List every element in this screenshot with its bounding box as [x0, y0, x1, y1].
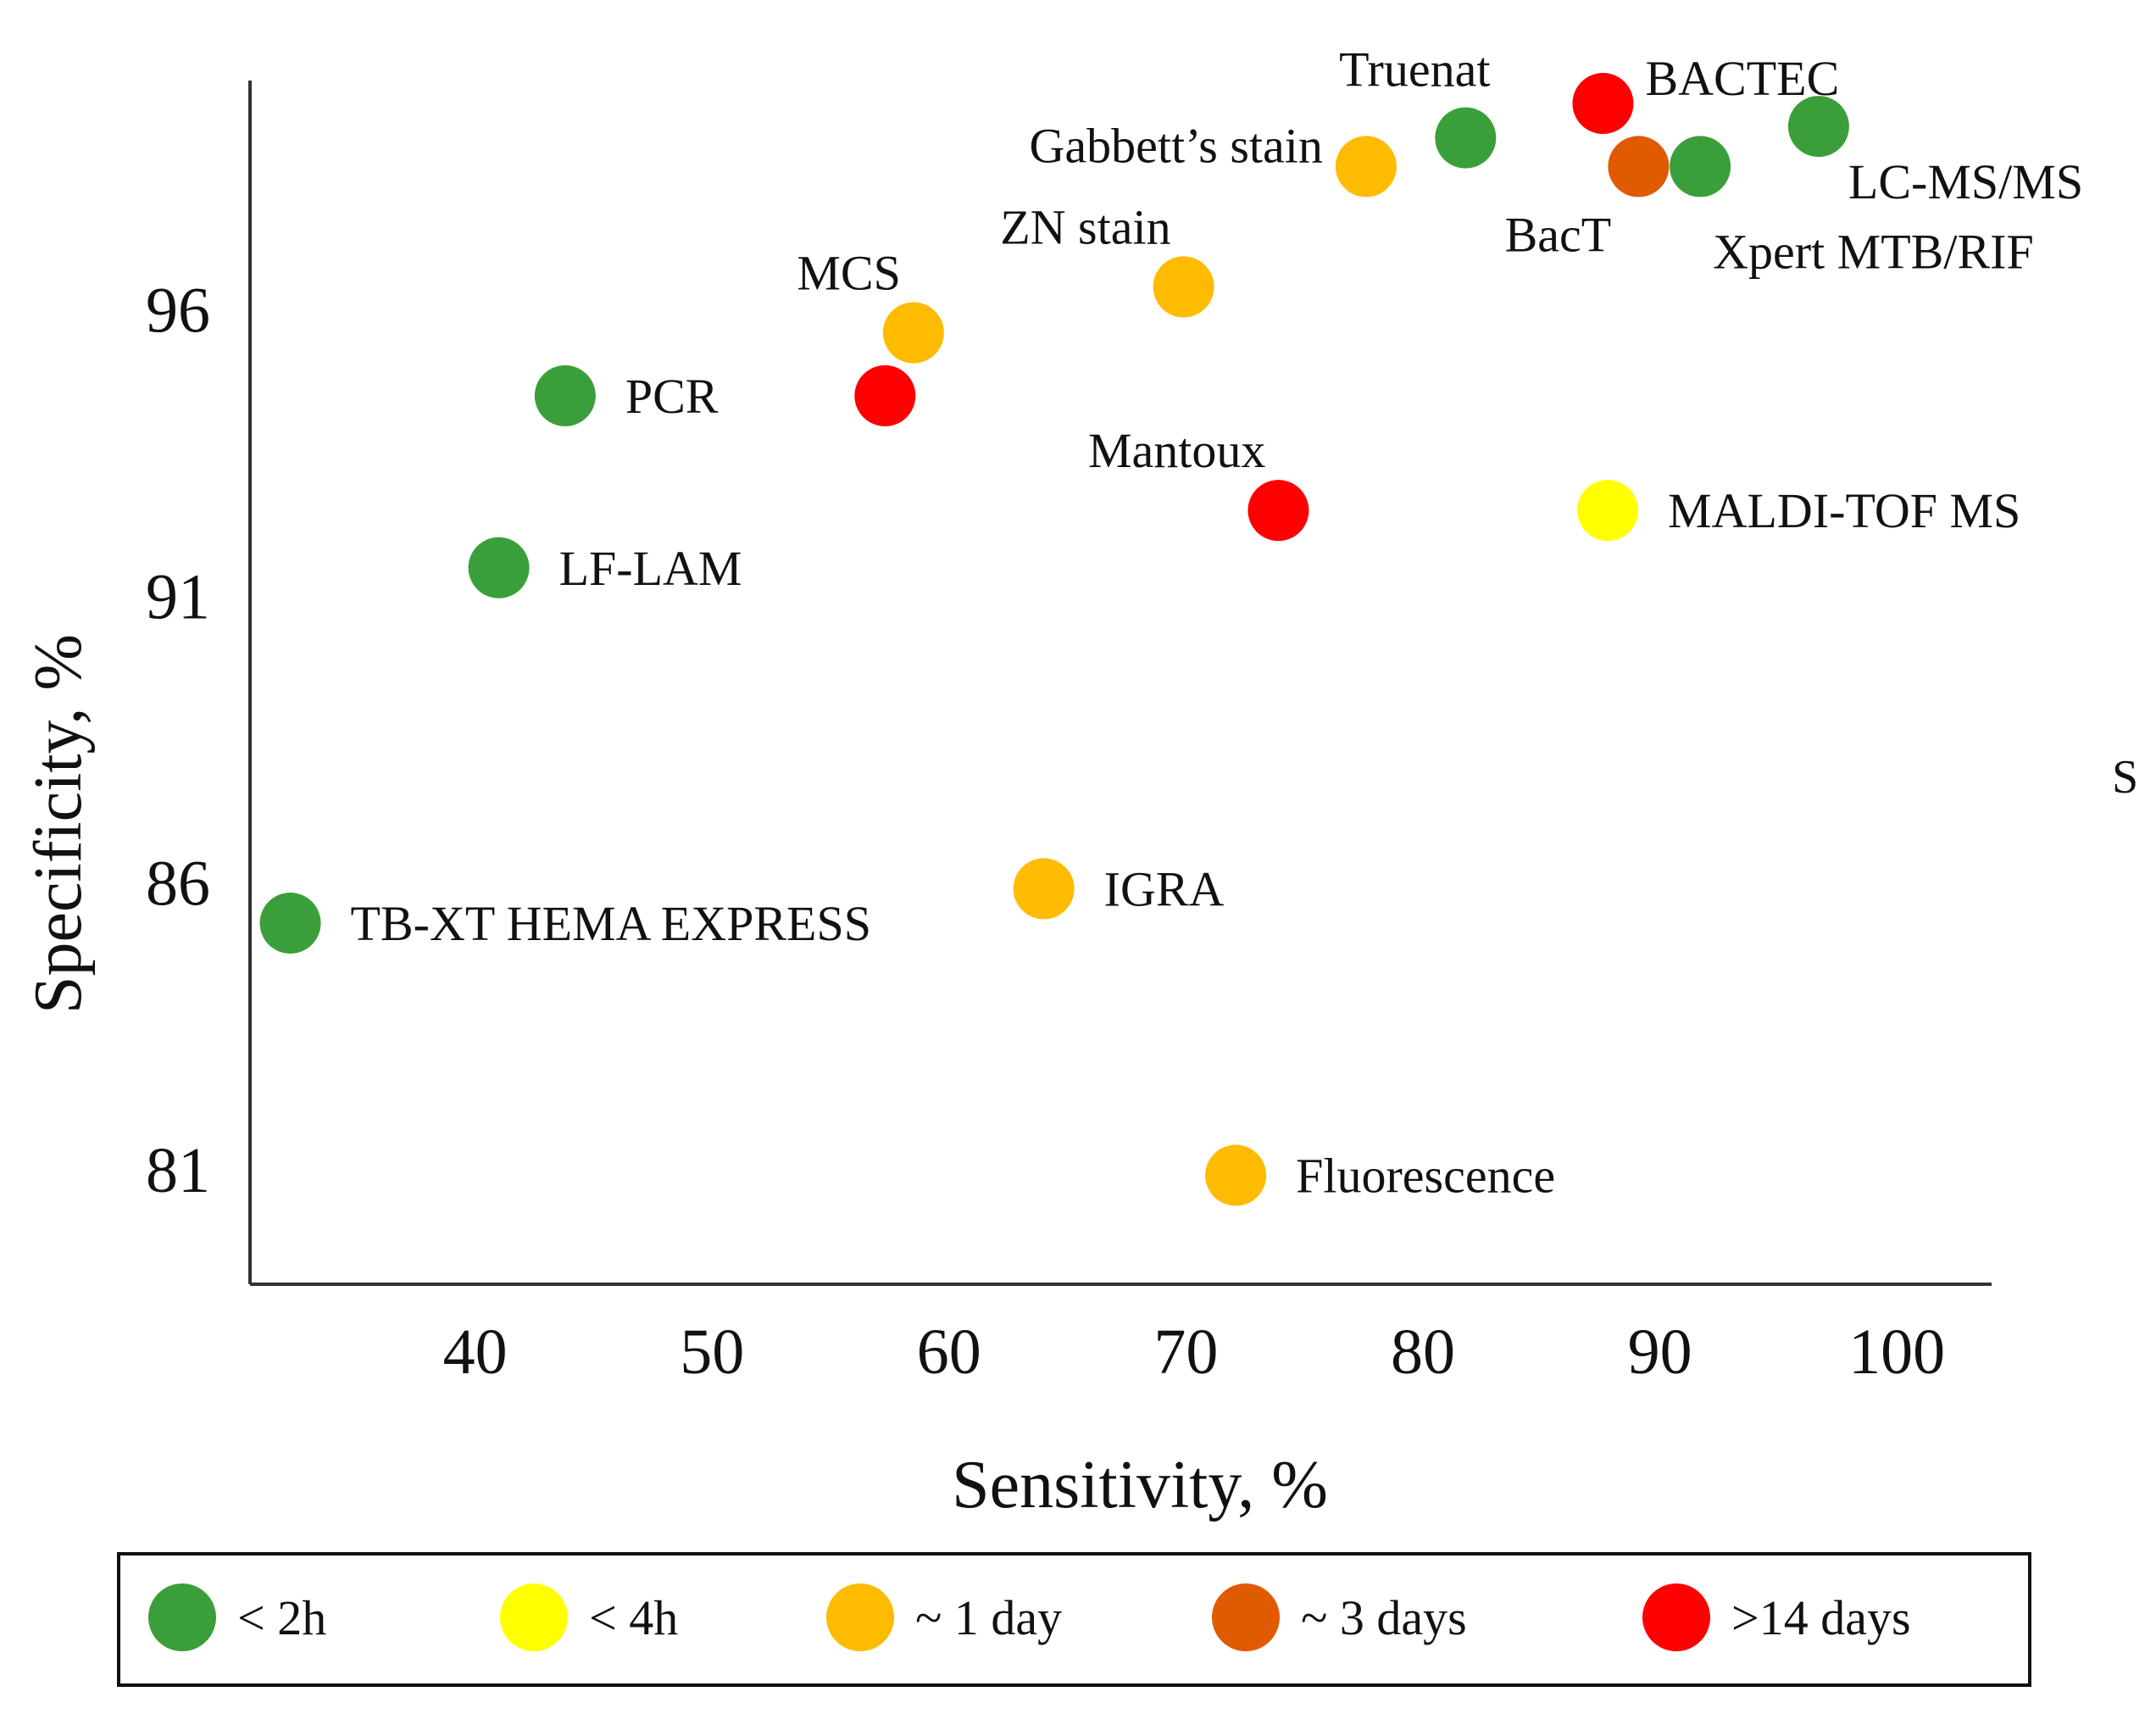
y-tick-label: 96	[146, 275, 210, 346]
point-label: LC-MS/MS	[1848, 154, 2083, 209]
point-label: Mantoux	[1088, 423, 1265, 478]
data-point	[1787, 96, 1849, 158]
legend-label: < 2h	[237, 1590, 326, 1645]
point-label: Truenat	[1339, 42, 1490, 97]
legend-swatch	[148, 1583, 216, 1651]
data-point	[1013, 858, 1075, 920]
legend-items: < 2h < 4h ~ 1 day ~ 3 days >14 days	[148, 1583, 1911, 1651]
data-point	[1335, 136, 1397, 198]
y-axis-title: Specificity, %	[21, 634, 96, 1014]
x-tick-label: 100	[1848, 1316, 1945, 1388]
data-point	[1572, 73, 1634, 135]
point-label: Gabbett’s stain	[1030, 118, 1323, 173]
legend-swatch	[826, 1583, 894, 1651]
data-point	[1577, 480, 1639, 542]
point-label: LF-LAM	[559, 541, 742, 596]
point-label: BACTEC	[1645, 51, 1839, 106]
data-point	[882, 302, 944, 364]
data-point	[1153, 256, 1214, 318]
point-label: Xpert MTB/RIF	[1713, 224, 2034, 279]
legend: < 2h < 4h ~ 1 day ~ 3 days >14 days	[117, 1552, 2031, 1687]
x-tick-label: 60	[917, 1316, 981, 1388]
y-tick-labels: 81 86 91 96	[146, 275, 210, 1205]
y-tick-label: 91	[146, 562, 210, 633]
data-point	[259, 893, 321, 954]
legend-label: ~ 3 days	[1301, 1590, 1467, 1645]
legend-box	[117, 1552, 2031, 1687]
legend-label: >14 days	[1731, 1590, 1911, 1645]
x-tick-labels: 40 50 60 70 80 90 100	[443, 1316, 1946, 1388]
x-tick-label: 50	[680, 1316, 744, 1388]
point-label: PCR	[625, 369, 719, 424]
legend-swatch	[1212, 1583, 1280, 1651]
data-point	[1205, 1144, 1267, 1206]
x-axis-title: Sensitivity, %	[952, 1448, 1328, 1522]
data-point	[1608, 136, 1670, 198]
y-tick-label: 81	[146, 1135, 210, 1206]
data-point	[534, 365, 596, 426]
data-points	[259, 73, 1849, 1206]
point-label: ZN stain	[1000, 199, 1170, 254]
data-point	[468, 537, 530, 598]
data-point	[854, 365, 916, 426]
data-point	[1247, 480, 1309, 542]
data-point	[1435, 107, 1497, 169]
x-tick-label: 80	[1391, 1316, 1455, 1388]
x-tick-label: 70	[1153, 1316, 1218, 1388]
stray-letter: S	[2112, 751, 2138, 804]
legend-swatch	[500, 1583, 568, 1651]
point-label: BacT	[1505, 207, 1612, 262]
point-label: TB-XT HEMA EXPRESS	[351, 896, 871, 951]
axes	[248, 81, 1992, 1286]
point-label: MALDI-TOF MS	[1668, 483, 2020, 538]
x-tick-label: 90	[1628, 1316, 1692, 1388]
point-label: IGRA	[1104, 861, 1225, 916]
legend-swatch	[1642, 1583, 1710, 1651]
point-label: Fluorescence	[1296, 1149, 1555, 1204]
data-point	[1670, 136, 1731, 198]
point-label: MCS	[797, 246, 901, 301]
legend-label: ~ 1 day	[915, 1590, 1062, 1645]
y-tick-label: 86	[146, 849, 210, 920]
legend-label: < 4h	[589, 1590, 678, 1645]
x-tick-label: 40	[443, 1316, 508, 1388]
